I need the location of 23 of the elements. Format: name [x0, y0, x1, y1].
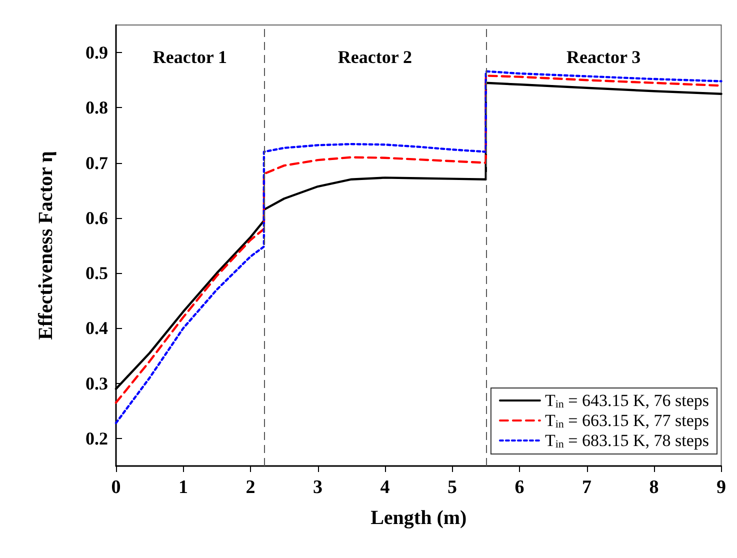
- x-tick-label: 1: [178, 477, 188, 498]
- x-tick-label: 7: [582, 477, 592, 498]
- y-tick-label: 0.8: [86, 98, 108, 118]
- annotation: Reactor 1: [152, 47, 228, 67]
- x-tick-label: 5: [448, 477, 457, 498]
- x-tick-label: 4: [380, 477, 390, 498]
- y-tick-label: 0.7: [86, 152, 108, 173]
- y-tick-label: 0.2: [86, 428, 108, 448]
- annotation: Reactor 3: [566, 47, 641, 67]
- y-tick-label: 0.3: [86, 373, 108, 394]
- y-tick-label: 0.4: [86, 318, 108, 338]
- annotation: Reactor 2: [338, 47, 412, 67]
- y-tick-label: 0.9: [86, 42, 108, 63]
- x-tick-label: 0: [111, 477, 121, 498]
- y-tick-label: 0.5: [86, 263, 108, 284]
- x-tick-label: 9: [716, 477, 726, 498]
- y-axis-title: Effectiveness Factor η: [35, 151, 57, 340]
- x-tick-label: 8: [649, 477, 659, 498]
- x-axis-title: Length (m): [370, 507, 467, 529]
- x-tick-label: 6: [514, 477, 524, 498]
- y-tick-label: 0.6: [86, 208, 108, 228]
- x-tick-label: 2: [246, 477, 256, 498]
- x-tick-label: 3: [313, 477, 322, 498]
